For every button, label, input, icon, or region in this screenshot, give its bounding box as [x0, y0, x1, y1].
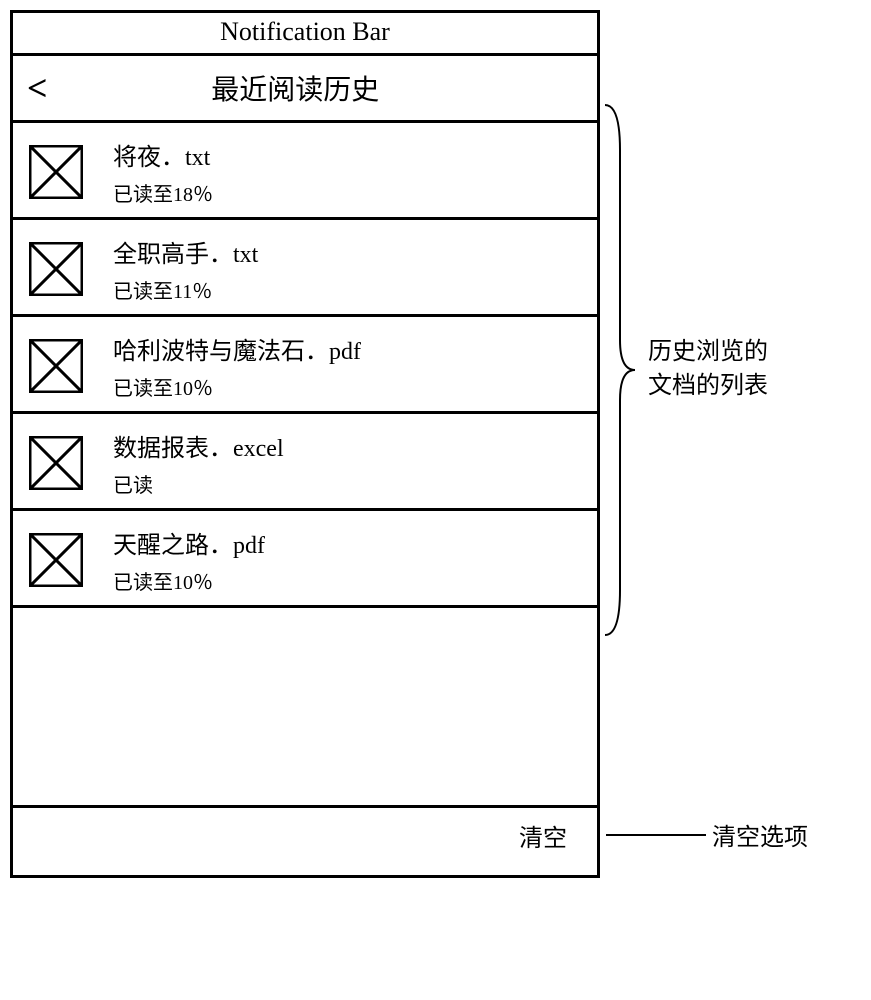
file-icon [29, 145, 83, 199]
read-progress: 已读至10％ [113, 566, 265, 595]
history-list: 将夜．txt 已读至18％ 全职高手．txt 已读至11％ 哈利波特与魔 [13, 123, 597, 608]
file-name: 数据报表．excel [113, 428, 284, 463]
list-item[interactable]: 哈利波特与魔法石．pdf 已读至10％ [13, 317, 597, 414]
list-item[interactable]: 全职高手．txt 已读至11％ [13, 220, 597, 317]
file-icon [29, 339, 83, 393]
file-icon [29, 533, 83, 587]
phone-frame: Notification Bar < 最近阅读历史 将夜．txt 已读至18％ [10, 10, 600, 878]
file-icon [29, 242, 83, 296]
list-item[interactable]: 数据报表．excel 已读 [13, 414, 597, 511]
list-annotation-label: 历史浏览的 文档的列表 [648, 336, 768, 403]
footer-bar: 清空 [13, 808, 597, 875]
file-name: 全职高手．txt [113, 234, 258, 269]
file-icon [29, 436, 83, 490]
file-name: 哈利波特与魔法石．pdf [113, 331, 361, 366]
list-item[interactable]: 天醒之路．pdf 已读至10％ [13, 511, 597, 608]
back-icon[interactable]: < [27, 70, 48, 106]
file-name: 天醒之路．pdf [113, 525, 265, 560]
list-item[interactable]: 将夜．txt 已读至18％ [13, 123, 597, 220]
empty-area [13, 608, 597, 808]
clear-button[interactable]: 清空 [519, 818, 567, 853]
page-header: < 最近阅读历史 [13, 56, 597, 123]
notification-bar: Notification Bar [13, 13, 597, 56]
read-progress: 已读 [113, 469, 284, 498]
brace-icon [600, 100, 640, 640]
read-progress: 已读至11％ [113, 275, 258, 304]
page-title: 最近阅读历史 [48, 68, 583, 108]
annotation-line-icon [606, 834, 706, 836]
read-progress: 已读至10％ [113, 372, 361, 401]
clear-annotation-label: 清空选项 [712, 817, 808, 852]
file-name: 将夜．txt [113, 137, 213, 172]
annotation-layer: 历史浏览的 文档的列表 清空选项 [600, 10, 860, 878]
read-progress: 已读至18％ [113, 178, 213, 207]
